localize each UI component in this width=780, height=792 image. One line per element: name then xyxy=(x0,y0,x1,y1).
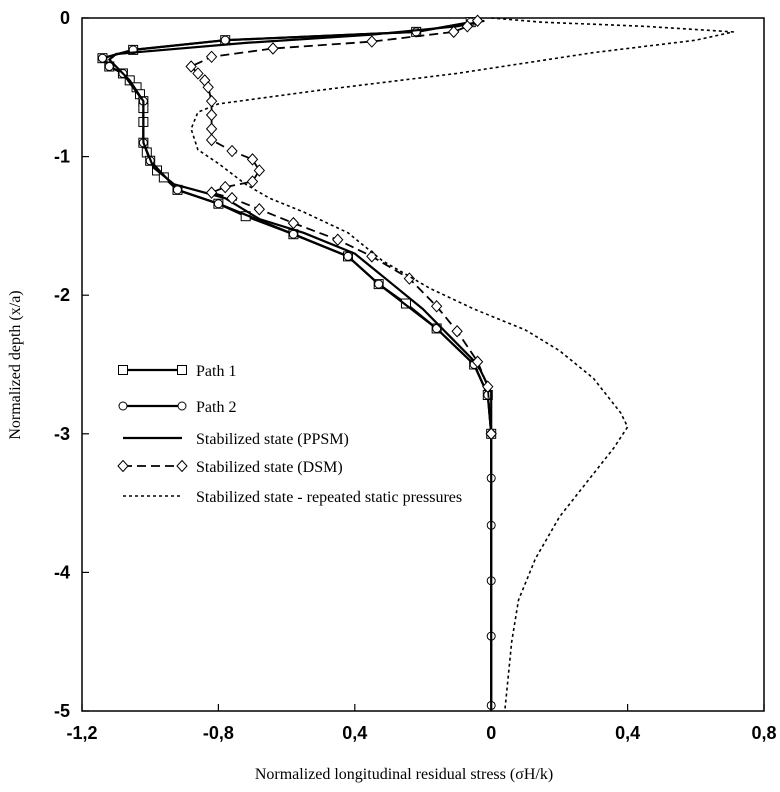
data-point xyxy=(267,42,279,55)
x-tick-label: -1,2 xyxy=(66,723,97,743)
data-point xyxy=(366,35,378,48)
data-point xyxy=(366,250,378,263)
series-1 xyxy=(97,17,497,439)
legend: Path 1 Path 2 Stabilized state (PPSM) Stabi… xyxy=(117,363,462,506)
data-point xyxy=(226,144,238,158)
legend-label: Path 1 xyxy=(196,363,236,380)
data-point xyxy=(97,53,107,63)
data-point xyxy=(185,60,197,73)
data-point xyxy=(471,355,484,368)
legend-label: Stabilized state (PPSM) xyxy=(196,431,349,448)
y-tick-label: -3 xyxy=(54,424,70,444)
data-point xyxy=(253,203,265,216)
data-point xyxy=(287,216,300,230)
y-tick-label: -1 xyxy=(54,147,70,167)
data-point xyxy=(246,175,259,188)
data-point xyxy=(485,427,497,441)
legend-marker xyxy=(177,365,187,375)
plot-frame xyxy=(81,17,765,712)
y-tick-label: 0 xyxy=(60,8,70,28)
legend-item: Stabilized state (DSM) xyxy=(117,459,343,476)
data-point xyxy=(205,186,218,199)
x-tick-label: 0,8 xyxy=(751,723,776,743)
x-axis-title: Normalized longitudinal residual stress … xyxy=(255,766,553,783)
data-point xyxy=(400,298,411,309)
y-axis-title: Normalized depth (x/a) xyxy=(7,290,24,439)
x-tick-label: 0,4 xyxy=(342,723,367,743)
series-line xyxy=(108,19,493,711)
legend-item: Path 2 xyxy=(118,399,236,416)
data-point xyxy=(451,324,463,338)
data-point xyxy=(482,380,494,393)
series-line xyxy=(190,17,735,712)
legend-item: Stabilized state - repeated static press… xyxy=(123,489,462,506)
legend-marker xyxy=(176,459,188,473)
data-point xyxy=(246,153,259,166)
series-2 xyxy=(97,17,496,710)
data-point xyxy=(205,108,218,122)
legend-marker xyxy=(118,401,128,411)
series-3 xyxy=(108,19,493,711)
data-point xyxy=(332,233,344,247)
series-line xyxy=(101,21,493,434)
data-point xyxy=(205,94,218,108)
x-tick-label: -0,8 xyxy=(203,723,234,743)
legend-marker xyxy=(177,401,187,411)
ticks-group: 0 -1 -2 -3 -4 -5-1,2 -0,8 0,4 0 0,4 0,8 xyxy=(54,8,777,743)
data-point xyxy=(205,50,218,64)
data-point xyxy=(205,122,218,136)
data-point xyxy=(219,180,231,194)
plot-frame-group xyxy=(81,17,765,712)
legend-marker xyxy=(117,459,129,473)
x-tick-label: 0,4 xyxy=(615,723,640,743)
y-tick-label: -5 xyxy=(54,701,70,721)
data-point xyxy=(205,133,218,147)
data-point xyxy=(471,14,484,28)
x-tick-label: 0 xyxy=(486,723,496,743)
series-group xyxy=(97,14,735,712)
y-tick-label: -2 xyxy=(54,285,70,305)
series-line xyxy=(101,21,493,706)
y-tick-label: -4 xyxy=(54,562,70,582)
data-point xyxy=(192,67,204,80)
legend-label: Stabilized state (DSM) xyxy=(196,459,343,476)
legend-label: Path 2 xyxy=(196,399,236,416)
data-point xyxy=(461,20,474,33)
data-point xyxy=(202,81,214,94)
data-point xyxy=(253,164,265,177)
legend-item: Stabilized state (PPSM) xyxy=(123,431,349,448)
data-point xyxy=(104,62,114,72)
data-point xyxy=(220,35,230,45)
data-point xyxy=(213,199,223,209)
legend-marker xyxy=(118,365,128,375)
data-point xyxy=(226,191,238,205)
legend-label: Stabilized state - repeated static press… xyxy=(196,489,462,506)
data-point xyxy=(430,300,443,313)
legend-item: Path 1 xyxy=(118,363,236,380)
series-5 xyxy=(190,17,735,712)
data-point xyxy=(374,279,384,289)
data-point xyxy=(343,251,353,261)
series-4 xyxy=(185,14,497,441)
data-point xyxy=(448,25,460,39)
